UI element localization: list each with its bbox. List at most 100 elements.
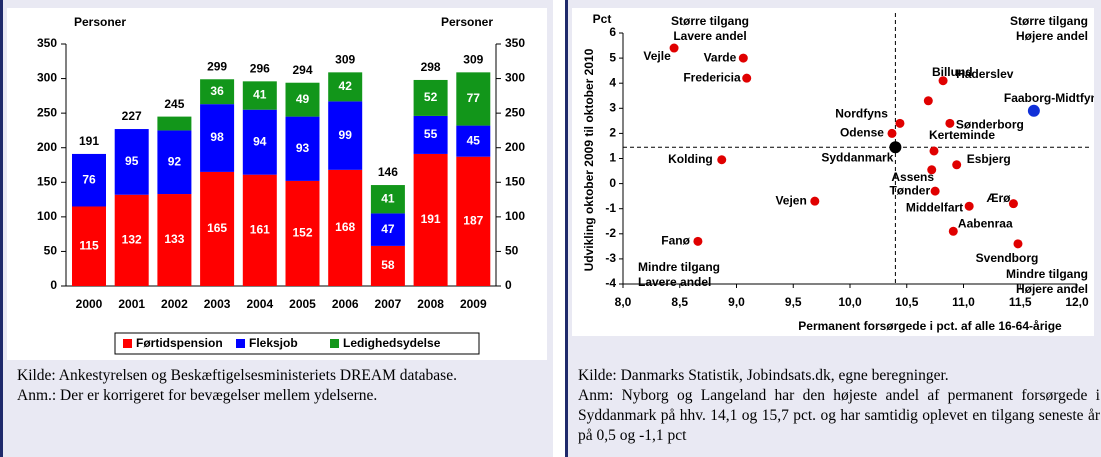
value-label: 77 xyxy=(467,91,481,105)
value-label: 152 xyxy=(292,226,312,240)
bar-segment xyxy=(456,72,491,126)
y-tick-label: 1 xyxy=(609,151,616,165)
y2-axis-title: Personer xyxy=(441,15,493,29)
legend-label: Ledighedsydelse xyxy=(343,336,441,350)
value-label: 47 xyxy=(381,222,395,236)
point-label: Vejen xyxy=(775,193,806,207)
bar-segment xyxy=(242,81,277,110)
value-label: 52 xyxy=(424,90,438,104)
point-label: Odense xyxy=(840,126,884,140)
y-axis-title: Udvikling oktober 2009 til oktober 2010 xyxy=(582,48,596,271)
source: Kilde: Ankestyrelsen og Beskæftigelsesmi… xyxy=(17,367,457,384)
x-tick-label: 2009 xyxy=(460,297,487,311)
point-label: Sønderborg xyxy=(956,118,1024,132)
x-tick-label: 2008 xyxy=(417,297,444,311)
point-label: Tønder xyxy=(889,183,930,197)
y-tick-label: 50 xyxy=(44,244,58,258)
x-tick-label: 2002 xyxy=(161,297,188,311)
y-tick-label: 4 xyxy=(609,75,616,89)
value-label: 36 xyxy=(210,84,224,98)
x-tick-label: 9,0 xyxy=(728,295,745,309)
y-tick-label: 0 xyxy=(609,176,616,190)
y2-tick-label: 50 xyxy=(505,244,519,258)
source: Kilde: Danmarks Statistik, Jobindsats.dk… xyxy=(578,367,949,384)
value-label: 55 xyxy=(424,127,438,141)
total-label: 309 xyxy=(335,53,355,67)
point xyxy=(927,165,937,175)
x-tick-label: 12,0 xyxy=(1065,295,1089,309)
point xyxy=(929,146,939,156)
x-tick-label: 2001 xyxy=(118,297,145,311)
x-tick-label: 2006 xyxy=(332,297,359,311)
x-tick-label: 2000 xyxy=(76,297,103,311)
y-tick-label: 200 xyxy=(37,140,57,154)
bar-segment xyxy=(114,129,149,195)
corner-label: Højere andel xyxy=(1016,282,1088,296)
value-label: 165 xyxy=(207,221,227,235)
y-axis-title: Personer xyxy=(74,15,126,29)
corner-label: Større tilgang xyxy=(671,14,749,28)
y-tick-label: 6 xyxy=(609,25,616,39)
value-label: 133 xyxy=(164,232,184,246)
point xyxy=(930,186,940,196)
bar-segment xyxy=(370,185,405,214)
value-label: 99 xyxy=(339,128,353,142)
legend-swatch xyxy=(123,339,132,348)
point xyxy=(1013,239,1023,249)
value-label: 76 xyxy=(82,172,96,186)
point-label: Vejle xyxy=(643,49,671,63)
point xyxy=(923,96,933,106)
corner-label: Højere andel xyxy=(1016,29,1088,43)
point xyxy=(948,226,958,236)
point xyxy=(1008,199,1018,209)
point-label: Assens xyxy=(891,170,934,184)
value-label: 168 xyxy=(335,220,355,234)
y-tick-label: 2 xyxy=(609,126,616,140)
point-label: Ærø xyxy=(986,191,1011,205)
x-tick-label: 9,5 xyxy=(785,295,802,309)
value-label: 45 xyxy=(467,133,481,147)
corner-label: Lavere andel xyxy=(673,29,746,43)
corner-label: Mindre tilgang xyxy=(638,260,720,274)
bar-segment xyxy=(328,101,363,170)
x-tick-label: 11,5 xyxy=(1009,295,1032,309)
point xyxy=(945,118,955,128)
bar-segment xyxy=(72,206,106,286)
value-label: 41 xyxy=(253,88,267,102)
point xyxy=(810,196,820,206)
bar-segment xyxy=(285,82,320,117)
point xyxy=(693,236,703,246)
point-label: Varde xyxy=(704,50,737,64)
y-tick-label: 350 xyxy=(37,36,57,50)
point-label: Esbjerg xyxy=(967,152,1011,166)
legend-box xyxy=(114,332,480,355)
point xyxy=(895,118,905,128)
y-tick-label: -4 xyxy=(605,276,616,290)
y-tick-label: -1 xyxy=(605,201,616,215)
value-label: 93 xyxy=(296,141,310,155)
corner-label: Større tilgang xyxy=(1010,14,1088,28)
x-tick-label: 2004 xyxy=(246,297,273,311)
bar-segment xyxy=(114,194,149,286)
point-label: Kolding xyxy=(668,152,713,166)
value-label: 92 xyxy=(168,154,182,168)
total-label: 245 xyxy=(164,97,184,111)
value-label: 41 xyxy=(381,191,395,205)
corner-label: Mindre tilgang xyxy=(1006,267,1088,281)
y2-tick-label: 350 xyxy=(505,36,525,50)
point xyxy=(742,73,752,83)
bar-segment xyxy=(456,156,491,286)
point xyxy=(887,128,897,138)
bar-segment xyxy=(285,116,320,181)
point xyxy=(938,76,948,86)
legend-label: Fleksjob xyxy=(249,336,298,350)
y2-tick-label: 300 xyxy=(505,71,525,85)
total-label: 299 xyxy=(207,59,227,73)
point-label: Nordfyns xyxy=(835,107,888,121)
value-label: 58 xyxy=(381,258,395,272)
point-label: Haderslev xyxy=(956,67,1014,81)
y2-tick-label: 100 xyxy=(505,209,525,223)
note: Anm: Nyborg og Langeland har den højeste… xyxy=(578,387,1100,444)
bar-segment xyxy=(242,109,277,175)
